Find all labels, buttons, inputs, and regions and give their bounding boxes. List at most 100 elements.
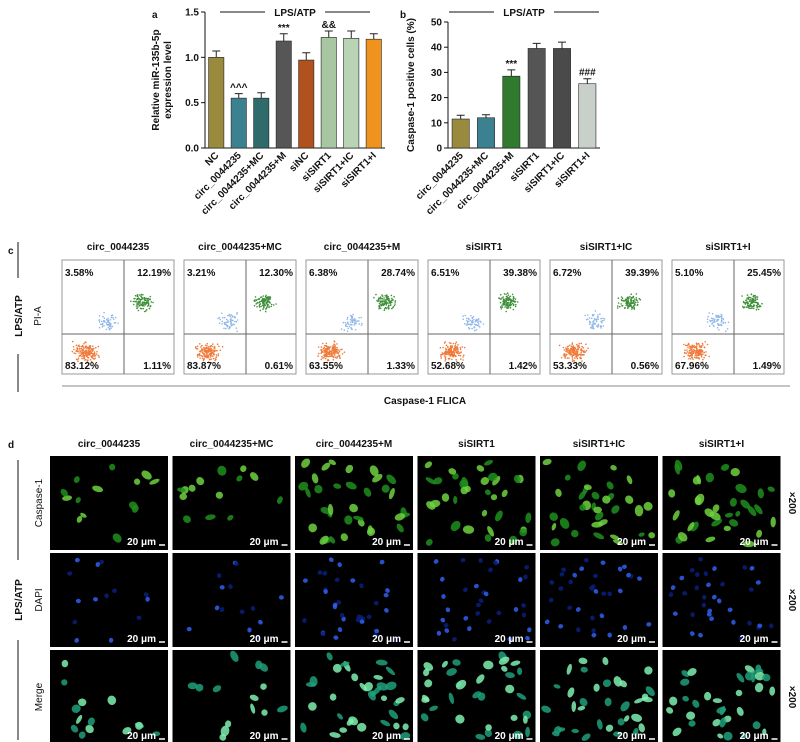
error-bar bbox=[324, 30, 333, 38]
event-dot bbox=[582, 350, 585, 353]
event-dot bbox=[690, 353, 693, 356]
event-dot bbox=[91, 355, 93, 358]
cell bbox=[541, 705, 551, 713]
scale-bar-label: 20 μm bbox=[127, 537, 156, 548]
cell bbox=[566, 663, 572, 675]
event-dot bbox=[222, 316, 224, 319]
event-dot bbox=[442, 346, 444, 349]
event-dot bbox=[473, 318, 475, 321]
event-dot bbox=[134, 294, 137, 297]
event-dot bbox=[601, 321, 603, 324]
event-dot bbox=[450, 345, 452, 347]
cell bbox=[548, 597, 554, 603]
cell bbox=[705, 472, 715, 483]
cell bbox=[583, 557, 589, 563]
cell bbox=[423, 662, 434, 671]
cell bbox=[738, 636, 744, 641]
event-dot bbox=[459, 348, 462, 351]
event-dot bbox=[455, 358, 458, 361]
event-dot bbox=[78, 347, 81, 350]
cell bbox=[351, 673, 359, 682]
event-dot bbox=[93, 351, 96, 353]
event-dot bbox=[334, 347, 336, 350]
cell bbox=[703, 691, 712, 701]
scale-bar-label: 20 μm bbox=[250, 537, 279, 548]
event-dot bbox=[457, 350, 460, 353]
cell bbox=[559, 517, 570, 529]
cell bbox=[672, 727, 682, 737]
cell bbox=[606, 481, 614, 490]
micrograph bbox=[662, 553, 781, 647]
event-dot bbox=[704, 354, 706, 357]
event-dot bbox=[137, 300, 140, 303]
event-dot bbox=[353, 320, 356, 322]
event-dot bbox=[466, 319, 468, 322]
event-dot bbox=[93, 355, 95, 358]
cell bbox=[334, 577, 340, 583]
event-dot bbox=[107, 326, 110, 329]
cell bbox=[60, 488, 68, 497]
scale-bar-label: 20 μm bbox=[250, 634, 279, 645]
cell bbox=[593, 683, 600, 692]
event-dot bbox=[630, 297, 632, 299]
event-dot bbox=[583, 353, 585, 356]
event-dot bbox=[477, 323, 480, 325]
event-dot bbox=[693, 348, 695, 351]
cell bbox=[576, 627, 581, 633]
cell bbox=[522, 715, 528, 724]
event-dot bbox=[514, 305, 517, 308]
cell bbox=[393, 722, 400, 730]
cell bbox=[555, 488, 562, 498]
event-dot bbox=[225, 321, 227, 324]
event-dot bbox=[635, 297, 638, 299]
cells bbox=[67, 557, 150, 643]
event-dot bbox=[345, 323, 348, 326]
event-dot bbox=[385, 304, 388, 306]
cell bbox=[379, 559, 385, 565]
event-dot bbox=[695, 357, 697, 359]
event-dot bbox=[725, 330, 727, 333]
cell bbox=[135, 721, 144, 730]
event-dot bbox=[759, 304, 761, 307]
cell bbox=[669, 696, 678, 706]
event-dot bbox=[573, 346, 576, 349]
cell bbox=[459, 479, 468, 489]
event-dot bbox=[360, 316, 363, 319]
event-dot bbox=[217, 317, 219, 320]
event-dot bbox=[515, 303, 517, 306]
event-dot bbox=[699, 350, 702, 353]
event-dot bbox=[380, 305, 382, 307]
event-dot bbox=[103, 320, 106, 322]
cell bbox=[581, 733, 591, 741]
event-dot bbox=[756, 296, 759, 298]
event-dot bbox=[385, 307, 388, 310]
event-dot bbox=[748, 296, 751, 299]
event-dot bbox=[465, 324, 468, 326]
cell bbox=[748, 587, 754, 592]
event-dot bbox=[97, 354, 100, 357]
cell bbox=[464, 485, 471, 493]
cell bbox=[487, 472, 498, 481]
event-dot bbox=[145, 302, 147, 304]
event-dot bbox=[633, 302, 636, 305]
event-dot bbox=[631, 308, 633, 310]
event-dot bbox=[627, 299, 629, 302]
row-label: Caspase-1 bbox=[34, 478, 45, 527]
event-dot bbox=[572, 354, 575, 356]
cell bbox=[308, 702, 317, 711]
cell bbox=[426, 501, 436, 510]
cell bbox=[602, 657, 609, 666]
event-dot bbox=[635, 293, 638, 295]
cell bbox=[643, 501, 653, 511]
event-dot bbox=[108, 323, 110, 326]
cell bbox=[549, 512, 558, 521]
event-dot bbox=[617, 305, 619, 307]
cell bbox=[224, 720, 232, 728]
cell bbox=[441, 594, 446, 599]
event-dot bbox=[580, 357, 582, 360]
scale-bar-label: 20 μm bbox=[740, 634, 769, 645]
cell bbox=[670, 585, 676, 590]
event-dot bbox=[342, 321, 345, 324]
cell bbox=[672, 611, 678, 616]
cell bbox=[352, 515, 364, 521]
